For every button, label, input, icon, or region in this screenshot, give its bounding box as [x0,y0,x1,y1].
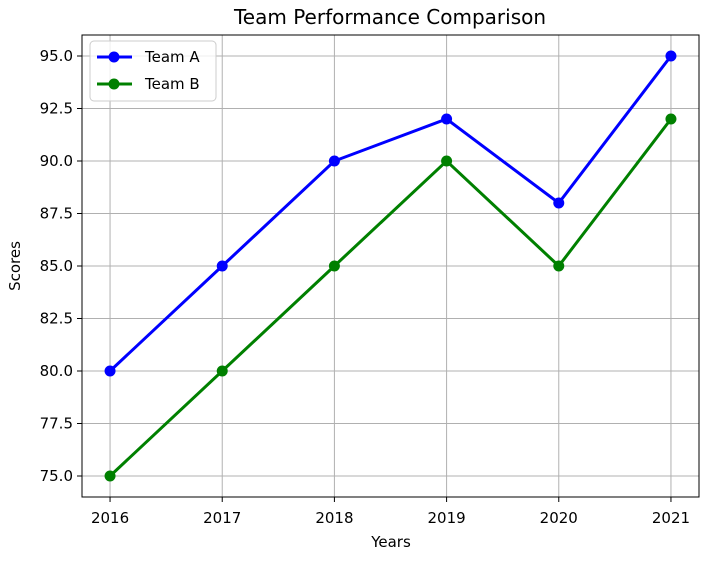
data-point-team-b [553,260,565,272]
y-tick-label: 75.0 [40,467,73,485]
y-tick-label: 87.5 [40,205,73,223]
x-tick-label: 2020 [540,509,578,527]
x-axis-ticks: 2016 2017 2018 2019 2020 2021 [91,497,690,527]
data-point-team-a [216,260,228,272]
data-point-team-b [441,155,453,167]
x-tick-label: 2019 [427,509,465,527]
grid [82,35,699,497]
series-team-b [104,113,677,482]
x-tick-label: 2021 [652,509,690,527]
data-point-team-a [665,50,677,62]
legend-entry-team-b: Team B [97,75,200,93]
y-tick-label: 80.0 [40,362,73,380]
series-layer [104,50,677,482]
y-axis-ticks: 75.0 77.5 80.0 82.5 85.0 87.5 90.0 92.5 95.0 [40,47,82,485]
legend-label-team-a: Team A [144,48,200,66]
legend-marker-team-b [108,78,120,90]
data-point-team-b [104,470,116,482]
legend-entry-team-a: Team A [97,48,200,66]
data-point-team-a [553,197,565,209]
legend-marker-team-a [108,51,120,63]
data-point-team-b [665,113,677,125]
legend: Team A Team B [89,40,217,102]
x-tick-label: 2017 [203,509,241,527]
y-tick-label: 77.5 [40,415,73,433]
x-tick-label: 2016 [91,509,129,527]
series-line-team-b [109,118,673,478]
plot-frame [81,34,700,498]
chart-title: Team Performance Comparison [233,5,546,29]
data-point-team-b [328,260,340,272]
y-tick-label: 90.0 [40,152,73,170]
x-tick-label: 2018 [315,509,353,527]
x-axis-label: Years [370,533,411,551]
data-point-team-a [104,365,116,377]
data-point-team-b [216,365,228,377]
y-tick-label: 92.5 [40,100,73,118]
legend-label-team-b: Team B [144,75,200,93]
y-tick-label: 95.0 [40,47,73,65]
data-point-team-a [328,155,340,167]
y-tick-label: 82.5 [40,310,73,328]
series-team-a [104,50,677,377]
series-line-team-a [109,55,673,373]
y-axis-label: Scores [6,241,24,291]
y-tick-label: 85.0 [40,257,73,275]
data-point-team-a [441,113,453,125]
